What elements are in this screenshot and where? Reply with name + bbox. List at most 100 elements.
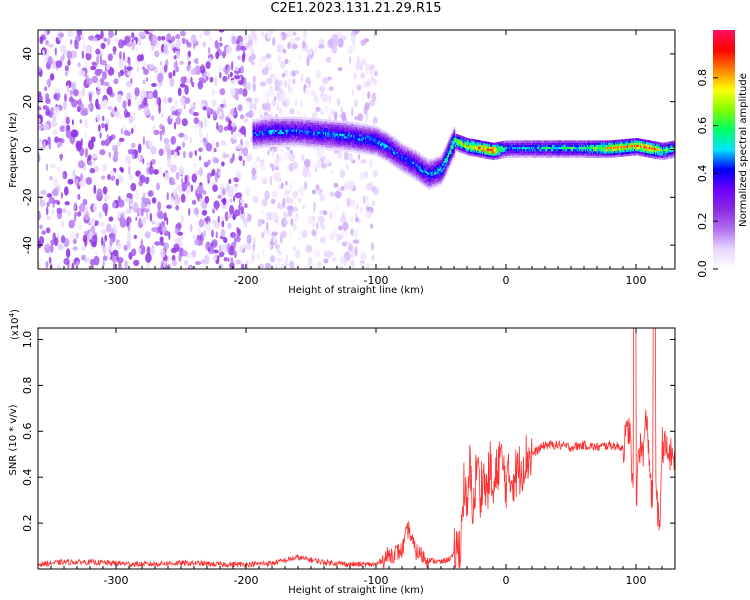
noise-blob <box>103 99 108 108</box>
ridge-cell <box>549 144 552 147</box>
ridge-cell <box>265 121 267 125</box>
ridge-cell <box>260 126 263 129</box>
ridge-cell <box>426 161 429 164</box>
ridge-cell <box>301 138 304 141</box>
ridge-cell <box>416 151 418 154</box>
ridge-cell <box>330 126 333 129</box>
ridge-cell <box>396 166 398 170</box>
noise-blob <box>68 219 75 229</box>
ridge-cell <box>285 142 287 145</box>
noise-blob <box>99 101 104 109</box>
ridge-cell <box>528 153 531 156</box>
ridge-cell <box>414 153 416 157</box>
ridge-cell <box>515 146 518 150</box>
noise-blob <box>127 148 135 155</box>
ridge-cell <box>342 125 345 128</box>
ridge-cell <box>480 151 483 154</box>
ridge-cell <box>422 183 424 186</box>
ridge-cell <box>557 140 560 143</box>
ridge-cell <box>347 138 349 141</box>
ridge-cell <box>437 173 439 176</box>
ridge-cell <box>453 137 456 140</box>
ridge-cell <box>508 153 511 156</box>
noise-blob <box>246 234 252 245</box>
noise-blob <box>43 86 48 92</box>
noise-blob <box>252 75 256 84</box>
ridge-cell <box>464 147 466 151</box>
ridge-cell <box>268 132 271 135</box>
ridge-cell <box>582 146 584 150</box>
ridge-cell <box>504 153 506 156</box>
ridge-cell <box>254 140 257 143</box>
ridge-cell <box>307 143 310 146</box>
ridge-cell <box>584 140 587 143</box>
ridge-cell <box>369 138 372 141</box>
ridge-cell <box>461 144 464 148</box>
ridge-cell <box>350 132 353 135</box>
ridge-cell <box>487 154 490 157</box>
ridge-cell <box>417 160 420 163</box>
ridge-cell <box>423 173 425 176</box>
ridge-cell <box>333 137 335 140</box>
ridge-cell <box>483 149 485 152</box>
ridge-cell <box>459 139 462 142</box>
noise-blob <box>189 67 192 76</box>
ridge-cell <box>426 186 429 190</box>
ridge-cell <box>439 183 442 186</box>
noise-blob <box>155 220 160 228</box>
ridge-cell <box>254 118 257 122</box>
ridge-cell <box>506 155 508 158</box>
ridge-cell <box>388 161 390 164</box>
ridge-cell <box>538 140 540 143</box>
ridge-cell <box>284 125 286 128</box>
ridge-cell <box>555 146 558 150</box>
ridge-cell <box>354 135 356 138</box>
ridge-cell <box>328 136 331 140</box>
ridge-cell <box>522 146 525 150</box>
noise-blob <box>159 236 164 243</box>
noise-blob <box>321 86 324 97</box>
ridge-cell <box>298 123 300 126</box>
ridge-cell <box>566 140 568 143</box>
noise-blob <box>75 140 82 150</box>
noise-blob <box>246 81 251 91</box>
ridge-cell <box>354 128 356 132</box>
noise-blob <box>112 249 119 257</box>
ridge-cell <box>366 130 368 134</box>
ridge-cell <box>436 163 438 166</box>
ridge-cell <box>268 117 271 120</box>
ridge-cell <box>335 139 338 142</box>
ridge-cell <box>313 122 315 125</box>
ridge-cell <box>261 139 264 142</box>
ridge-cell <box>378 134 381 137</box>
ridge-cell <box>322 121 325 124</box>
ridge-cell <box>313 139 315 142</box>
ridge-cell <box>399 141 402 144</box>
ridge-cell <box>582 155 584 158</box>
ridge-cell <box>322 129 325 133</box>
ridge-cell <box>398 157 401 161</box>
ridge-cell <box>574 149 576 152</box>
ridge-cell <box>348 138 350 141</box>
ridge-cell <box>302 134 305 137</box>
ridge-cell <box>520 146 522 150</box>
noise-blob <box>81 50 84 60</box>
ridge-cell <box>436 180 438 183</box>
ridge-cell <box>421 171 423 175</box>
ridge-cell <box>327 138 329 142</box>
ridge-cell <box>252 134 255 137</box>
ridge-cell <box>485 156 487 159</box>
ridge-cell <box>297 129 299 132</box>
ridge-cell <box>360 140 362 143</box>
noise-blob <box>189 103 196 108</box>
ridge-cell <box>553 146 555 150</box>
ridge-cell <box>426 163 429 166</box>
ridge-cell <box>322 123 325 126</box>
ridge-cell <box>391 163 394 166</box>
ridge-cell <box>444 151 446 155</box>
noise-blob <box>204 217 210 222</box>
ridge-cell <box>435 170 437 173</box>
ridge-cell <box>449 160 451 164</box>
ridge-cell <box>287 136 290 139</box>
ridge-cell <box>271 121 273 124</box>
